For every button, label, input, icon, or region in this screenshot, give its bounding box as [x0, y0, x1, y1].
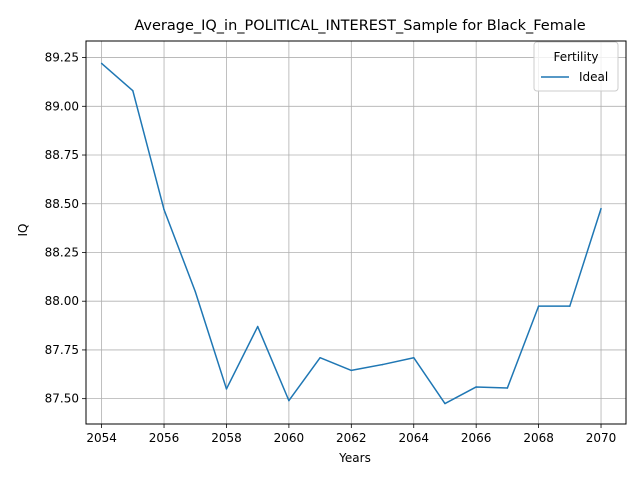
data-point: [256, 325, 259, 328]
data-point: [350, 369, 353, 372]
grid: [86, 41, 626, 424]
data-point: [225, 388, 228, 390]
data-point: [132, 89, 134, 92]
y-tick-label: 87.75: [45, 343, 79, 357]
x-tick-label: 2068: [523, 431, 554, 445]
data-point: [506, 387, 509, 389]
y-tick-label: 88.25: [45, 245, 79, 259]
series-layer: [100, 62, 602, 405]
data-point: [444, 402, 446, 405]
data-point: [194, 290, 196, 293]
data-point: [288, 399, 290, 402]
chart-title: Average_IQ_in_POLITICAL_INTEREST_Sample …: [134, 18, 585, 34]
x-tick-label: 2056: [149, 431, 180, 445]
y-tick-label: 88.50: [45, 197, 79, 211]
x-tick-label: 2066: [461, 431, 492, 445]
x-tick-label: 2058: [211, 431, 242, 445]
legend-box: [533, 41, 619, 92]
y-tick-label: 88.00: [45, 294, 79, 308]
y-tick-label: 87.50: [45, 392, 79, 406]
y-tick-label: 88.75: [45, 148, 79, 162]
data-point: [475, 386, 477, 388]
x-tick-label: 2064: [398, 431, 429, 445]
y-tick-label: 89.00: [45, 99, 79, 113]
x-tick-label: 2062: [336, 431, 367, 445]
y-axis-label: IQ: [16, 224, 30, 237]
x-tick-label: 2054: [86, 431, 117, 445]
x-tick-label: 2070: [586, 431, 617, 445]
data-point: [412, 356, 415, 359]
y-tick-label: 89.25: [45, 51, 79, 65]
data-point: [600, 207, 602, 210]
data-point: [100, 62, 103, 65]
x-axis: 2054 2056 2058 2060 2062 2064 2066 2068 2070: [86, 424, 616, 445]
x-tick-label: 2060: [274, 431, 305, 445]
data-point: [537, 305, 540, 307]
plot-frame: [85, 40, 627, 425]
legend-entry-ideal: Ideal: [579, 70, 608, 84]
data-point: [381, 363, 384, 366]
legend: Fertility Ideal: [533, 41, 619, 92]
data-point: [569, 305, 571, 307]
x-axis-label: Years: [338, 451, 371, 465]
data-point: [163, 208, 165, 211]
y-axis: 87.50 87.75 88.00 88.25 88.50 88.75 89.00 89.25: [45, 51, 86, 406]
data-point: [319, 356, 321, 359]
legend-title: Fertility: [553, 50, 598, 64]
